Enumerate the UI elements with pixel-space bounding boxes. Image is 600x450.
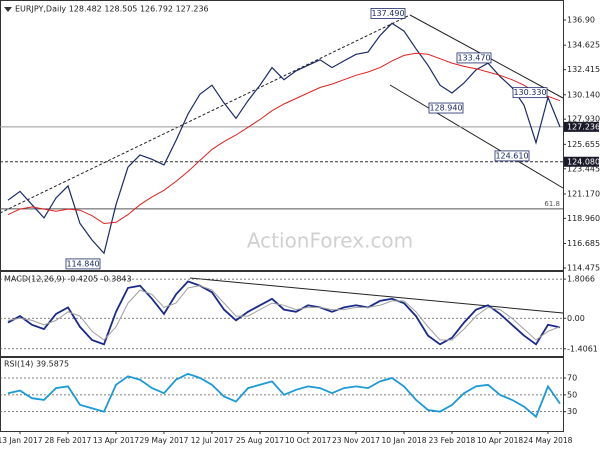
x-tick-label: 10 Oct 2017 bbox=[285, 436, 332, 445]
y-tick-label: 30 bbox=[567, 407, 577, 416]
y-tick-label: 134.625 bbox=[567, 41, 600, 50]
y-tick-label: 123.445 bbox=[567, 164, 600, 173]
level-label: 124.080 bbox=[567, 157, 600, 166]
secondary-line bbox=[7, 52, 561, 225]
watermark: ActionForex.com bbox=[247, 229, 413, 253]
y-tick-label: 70 bbox=[567, 374, 577, 383]
menu-icon bbox=[4, 7, 12, 12]
y-tick-label: 1.8066 bbox=[567, 275, 595, 284]
series-line bbox=[7, 22, 561, 255]
y-tick-label: 121.170 bbox=[567, 189, 600, 198]
chart-title: EURJPY,Daily 128.482 128.505 126.792 127… bbox=[15, 5, 209, 14]
x-tick-label: 10 Jan 2018 bbox=[382, 436, 427, 445]
x-tick-label: 23 Feb 2018 bbox=[429, 436, 476, 445]
rsi-title: RSI(14) 39.5875 bbox=[4, 360, 69, 369]
x-tick-label: 25 Aug 2017 bbox=[236, 436, 284, 445]
secondary-line bbox=[7, 285, 561, 341]
x-tick-label: 29 May 2017 bbox=[140, 436, 189, 445]
y-tick-label: 130.140 bbox=[567, 90, 600, 99]
annotation-box bbox=[494, 150, 530, 162]
annotation-box bbox=[428, 102, 464, 114]
x-tick-label: 23 Nov 2017 bbox=[332, 436, 380, 445]
y-tick-label: 132.415 bbox=[567, 65, 600, 74]
x-tick-label: 13 Apr 2017 bbox=[93, 436, 140, 445]
y-tick-label: 125.655 bbox=[567, 140, 600, 149]
annotation-label: 133.470 bbox=[457, 53, 490, 62]
trend-line bbox=[0, 14, 411, 214]
y-tick-label: -1.4061 bbox=[567, 344, 598, 353]
price-panel bbox=[0, 0, 564, 271]
fib-label: 61.8 bbox=[544, 200, 560, 208]
level-box bbox=[564, 121, 599, 132]
macd-panel bbox=[0, 271, 564, 357]
series-line bbox=[7, 372, 561, 419]
y-tick-label: 50 bbox=[567, 390, 577, 399]
y-tick-label: 118.960 bbox=[567, 214, 600, 223]
annotation-label: 137.490 bbox=[371, 9, 404, 18]
x-tick-label: 13 Jan 2017 bbox=[0, 436, 43, 445]
x-tick-label: 12 Jul 2017 bbox=[191, 436, 234, 445]
annotation-box bbox=[65, 258, 101, 270]
level-box bbox=[564, 156, 599, 167]
trend-line bbox=[389, 84, 564, 189]
x-tick-label: 24 May 2018 bbox=[524, 436, 573, 445]
annotation-label: 124.610 bbox=[495, 151, 528, 160]
x-tick-label: 10 Apr 2018 bbox=[477, 436, 524, 445]
y-tick-label: 0.00 bbox=[567, 314, 585, 323]
x-tick-label: 28 Feb 2017 bbox=[45, 436, 92, 445]
y-tick-label: 114.475 bbox=[567, 263, 600, 272]
series-line bbox=[7, 280, 561, 346]
annotation-box bbox=[456, 52, 492, 64]
annotation-box bbox=[512, 87, 548, 99]
annotation-label: 114.840 bbox=[66, 259, 99, 268]
macd-title: MACD(12,26,9) -0.4205 -0.3843 bbox=[4, 275, 132, 284]
y-tick-label: 116.685 bbox=[567, 239, 600, 248]
annotation-box bbox=[370, 8, 406, 19]
y-tick-label: 127.930 bbox=[567, 115, 600, 124]
level-label: 127.236 bbox=[567, 122, 600, 131]
annotation-label: 130.330 bbox=[513, 88, 546, 97]
trend-line bbox=[189, 277, 564, 314]
y-tick-label: 136.90 bbox=[567, 16, 595, 25]
annotation-label: 128.940 bbox=[429, 104, 462, 113]
